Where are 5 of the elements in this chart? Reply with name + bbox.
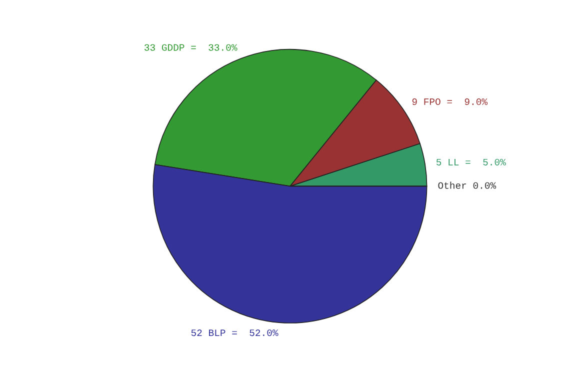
slice-label: 52 BLP = 52.0%	[191, 329, 278, 336]
slice-label: 9 FPO = 9.0%	[412, 98, 488, 106]
category-label: Other 0.0%	[438, 182, 496, 189]
slice-label: 33 GDDP = 33.0%	[144, 44, 238, 51]
slice-label: 5 LL = 5.0%	[436, 158, 506, 166]
